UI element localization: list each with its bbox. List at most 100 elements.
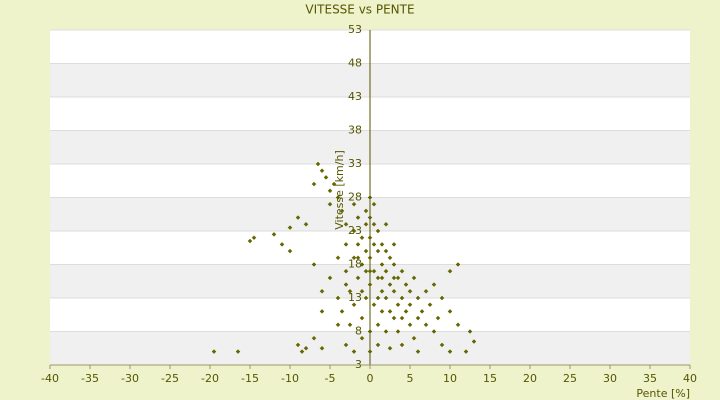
point [355, 215, 361, 220]
point [311, 181, 317, 187]
point [347, 322, 353, 328]
point [379, 242, 385, 247]
point [351, 228, 357, 234]
point [323, 175, 329, 180]
y-tick-label: 13 [348, 291, 362, 304]
point [367, 329, 373, 334]
point [335, 255, 341, 261]
point [355, 255, 361, 261]
point [339, 309, 345, 314]
point [375, 295, 381, 301]
point [467, 329, 473, 334]
point [399, 295, 405, 301]
y-tick-label: 18 [348, 258, 362, 271]
point [407, 302, 413, 308]
point [367, 195, 373, 200]
point [387, 309, 393, 314]
point [327, 275, 333, 281]
point [387, 345, 393, 351]
point [327, 201, 333, 207]
x-tick-label: -40 [41, 372, 59, 385]
point [383, 295, 389, 301]
point [331, 181, 337, 187]
y-tick-label: 48 [348, 57, 362, 70]
point [391, 315, 397, 321]
y-axis-label: Vitesse [km/h] [333, 150, 346, 230]
point [375, 248, 381, 254]
point [411, 335, 417, 341]
x-tick-label: 15 [483, 372, 497, 385]
point [311, 262, 317, 267]
point [247, 238, 253, 244]
x-tick-label: 25 [563, 372, 577, 385]
x-tick-label: 10 [443, 372, 457, 385]
point [375, 322, 381, 328]
point [287, 248, 293, 254]
point [319, 309, 325, 314]
point [359, 335, 365, 341]
point [379, 262, 385, 267]
point [251, 235, 257, 241]
point [383, 268, 389, 274]
point [311, 335, 317, 341]
point [327, 188, 333, 194]
point [359, 235, 365, 241]
point [335, 295, 341, 301]
point [319, 288, 325, 294]
point [295, 342, 301, 348]
point [371, 221, 377, 227]
point [279, 242, 285, 247]
point [447, 309, 453, 314]
point [399, 268, 405, 274]
point [343, 282, 349, 287]
point [343, 242, 349, 247]
y-tick-label: 38 [348, 124, 362, 137]
y-tick-label: 33 [348, 157, 362, 170]
point [403, 282, 409, 287]
point [371, 302, 377, 308]
x-tick-label: -25 [161, 372, 179, 385]
point [379, 288, 385, 294]
point [363, 295, 369, 301]
point [351, 201, 357, 207]
point [415, 295, 421, 301]
point [303, 221, 309, 227]
x-tick-label: -10 [281, 372, 299, 385]
point [371, 268, 377, 274]
x-tick-label: 30 [603, 372, 617, 385]
point [335, 322, 341, 328]
point [335, 195, 341, 200]
point [439, 295, 445, 301]
point [387, 255, 393, 261]
point [455, 322, 461, 328]
point [423, 288, 429, 294]
point [343, 342, 349, 348]
point [359, 315, 365, 321]
point [411, 275, 417, 281]
point [367, 268, 373, 274]
point [351, 302, 357, 308]
point [423, 322, 429, 328]
point [351, 255, 357, 261]
y-tick-label: 8 [355, 325, 362, 338]
point [359, 262, 365, 267]
x-tick-label: 35 [643, 372, 657, 385]
x-tick-label: 20 [523, 372, 537, 385]
point [359, 288, 365, 294]
x-tick-label: 5 [407, 372, 414, 385]
point [391, 288, 397, 294]
x-tick-label: -15 [241, 372, 259, 385]
point [351, 349, 357, 354]
point [391, 262, 397, 267]
point [395, 275, 401, 281]
point [395, 329, 401, 334]
point [271, 231, 277, 237]
point [367, 255, 373, 261]
point [455, 262, 461, 267]
x-tick-label: -35 [81, 372, 99, 385]
point [399, 342, 405, 348]
point [431, 282, 437, 287]
x-axis-label: Pente [%] [636, 387, 690, 400]
point [383, 221, 389, 227]
